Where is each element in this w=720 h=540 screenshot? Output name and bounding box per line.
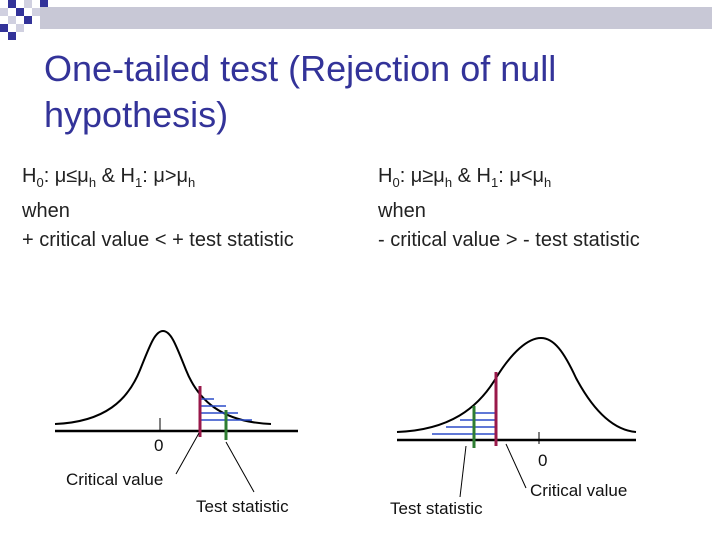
right-zero-label: 0 — [538, 451, 548, 470]
right-bell-curve — [396, 336, 637, 433]
left-diagram — [54, 329, 298, 493]
right-h0-mu-sub: h — [444, 175, 453, 190]
right-h1-symbol: H — [476, 165, 491, 187]
right-diagram — [396, 336, 637, 498]
right-hypotheses: H0: μ≥μh & H1: μ<μh when - critical valu… — [378, 162, 640, 255]
left-when-text: when — [22, 200, 70, 222]
right-critical-value-label: Critical value — [530, 481, 628, 500]
right-test-statistic-label: Test statistic — [390, 499, 483, 518]
left-ampersand: & — [96, 165, 121, 187]
header-bar — [40, 7, 712, 29]
right-h0-symbol: H — [378, 165, 393, 187]
right-h1-sub: 1 — [490, 175, 499, 190]
right-h1-mu-sub: h — [544, 175, 552, 190]
right-h0-relation: : μ≥μ — [399, 165, 445, 187]
right-when-text: when — [378, 200, 426, 222]
left-hypotheses: H0: μ≤μh & H1: μ>μh when + critical valu… — [22, 162, 294, 255]
slide-title: One-tailed test (Rejection of null hypot… — [44, 48, 557, 135]
left-critical-arrow — [175, 432, 200, 475]
left-test-arrow — [225, 441, 255, 493]
corner-checker-decoration — [0, 0, 48, 40]
right-h1-relation: : μ<μ — [498, 165, 545, 187]
left-test-statistic-label: Test statistic — [196, 497, 289, 516]
left-hypothesis-line: H0: μ≤μh & H1: μ>μh — [22, 162, 294, 197]
right-rejection-shading — [432, 412, 496, 435]
right-ampersand: & — [452, 165, 477, 187]
left-h1-symbol: H — [120, 165, 135, 187]
left-bell-curve — [54, 329, 272, 425]
right-hypothesis-line: H0: μ≥μh & H1: μ<μh — [378, 162, 640, 197]
left-h0-sub: 0 — [36, 175, 44, 190]
left-critical-value-label: Critical value — [66, 470, 164, 489]
left-h1-relation: : μ>μ — [142, 165, 189, 187]
right-test-arrow — [459, 445, 467, 498]
left-h1-sub: 1 — [134, 175, 143, 190]
left-h0-mu-sub: h — [88, 175, 97, 190]
left-h0-relation: : μ≤μ — [43, 165, 89, 187]
left-h1-mu-sub: h — [188, 175, 196, 190]
left-zero-label: 0 — [154, 436, 164, 455]
right-h0-sub: 0 — [392, 175, 400, 190]
right-condition-text: - critical value > - test statistic — [378, 229, 640, 251]
left-h0-symbol: H — [22, 165, 37, 187]
left-condition-text: + critical value < + test statistic — [22, 229, 294, 251]
right-critical-arrow — [505, 443, 527, 489]
